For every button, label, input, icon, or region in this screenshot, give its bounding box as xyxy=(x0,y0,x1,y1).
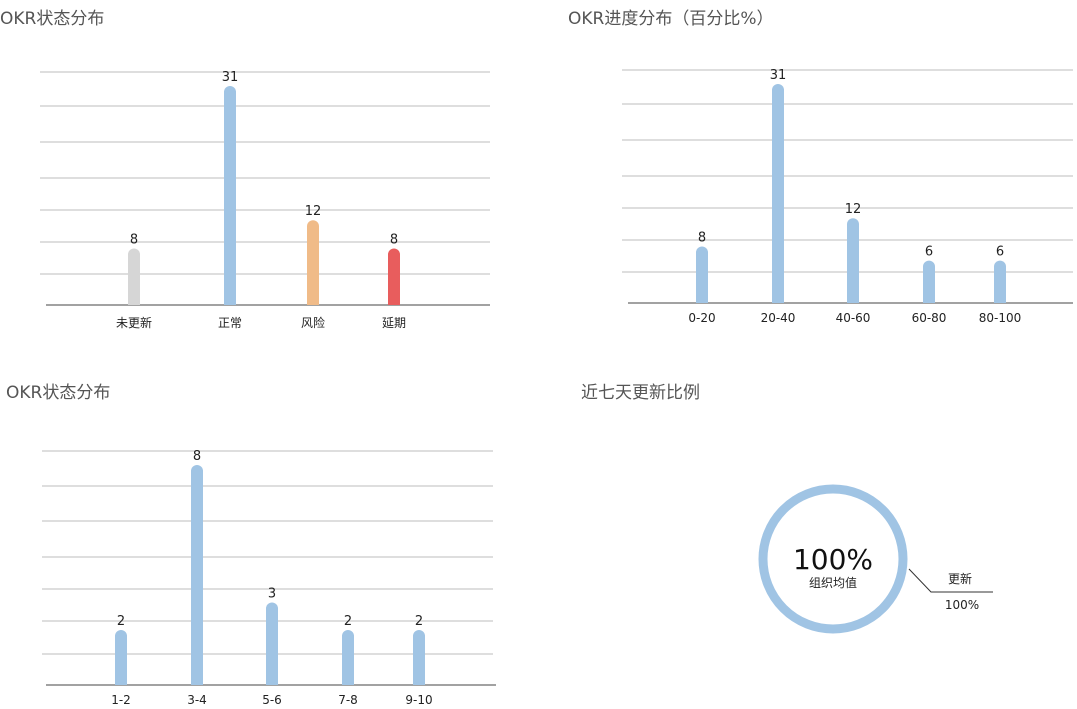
chart-2-value-label: 8 xyxy=(698,230,706,245)
chart-1-bar-风险 xyxy=(307,220,319,305)
donut-ring-更新 xyxy=(758,484,908,634)
chart-2-value-label: 12 xyxy=(845,202,862,217)
donut-leader-line xyxy=(908,568,993,593)
chart-3-bar-1-2 xyxy=(115,630,127,685)
chart-1-bar-正常 xyxy=(224,86,236,305)
donut-slice-name: 更新 xyxy=(948,571,972,586)
chart-2-bar-40-60 xyxy=(847,218,859,303)
chart-4-title: 近七天更新比例 xyxy=(581,383,700,403)
chart-2-bar-20-40 xyxy=(772,84,784,303)
chart-3-category-label: 3-4 xyxy=(187,693,207,707)
chart-1-category-label: 延期 xyxy=(382,316,406,330)
chart-3-bar-9-10 xyxy=(413,630,425,685)
chart-2-value-label: 6 xyxy=(925,245,933,260)
chart-3-category-label: 5-6 xyxy=(262,693,282,707)
chart-3-value-label: 2 xyxy=(344,614,352,629)
chart-2-category-label: 0-20 xyxy=(688,311,715,325)
chart-1-category-label: 未更新 xyxy=(116,315,152,330)
chart-3-category-label: 9-10 xyxy=(405,693,432,707)
chart-2-category-label: 20-40 xyxy=(761,311,796,325)
chart-1-value-label: 8 xyxy=(130,232,138,247)
donut-center-label: 组织均值 xyxy=(809,575,857,590)
chart-3-category-label: 7-8 xyxy=(338,693,358,707)
chart-1-category-label: 正常 xyxy=(218,316,242,330)
chart-1-title: OKR状态分布 xyxy=(0,9,105,29)
donut-slice-value: 100% xyxy=(945,598,979,612)
chart-2-bar-60-80 xyxy=(923,260,935,303)
chart-3-value-label: 2 xyxy=(117,614,125,629)
chart-1-value-label: 8 xyxy=(390,232,398,247)
chart-3-category-label: 1-2 xyxy=(111,693,131,707)
chart-2-bar-0-20 xyxy=(696,246,708,303)
chart-2-category-label: 60-80 xyxy=(912,311,947,325)
chart-3-title: OKR状态分布 xyxy=(6,383,111,403)
chart-1-bar-未更新 xyxy=(128,248,140,305)
chart-3-bar-5-6 xyxy=(266,602,278,685)
donut-center-value: 100% xyxy=(793,543,873,576)
chart-1-value-label: 12 xyxy=(305,204,322,219)
chart-2-category-label: 80-100 xyxy=(979,311,1022,325)
chart-3-bar-7-8 xyxy=(342,630,354,685)
chart-1-category-label: 风险 xyxy=(301,315,325,330)
chart-3-bar-3-4 xyxy=(191,465,203,685)
chart-1-value-label: 31 xyxy=(222,70,239,85)
chart-2-title: OKR进度分布（百分比%） xyxy=(568,9,774,29)
chart-2-value-label: 31 xyxy=(770,68,787,83)
chart-2-category-label: 40-60 xyxy=(836,311,871,325)
chart-3-value-label: 8 xyxy=(193,449,201,464)
chart-3-value-label: 2 xyxy=(415,614,423,629)
chart-3-value-label: 3 xyxy=(268,587,276,602)
chart-2-bar-80-100 xyxy=(994,260,1006,303)
chart-1-bar-延期 xyxy=(388,248,400,305)
chart-2-value-label: 6 xyxy=(996,245,1004,260)
